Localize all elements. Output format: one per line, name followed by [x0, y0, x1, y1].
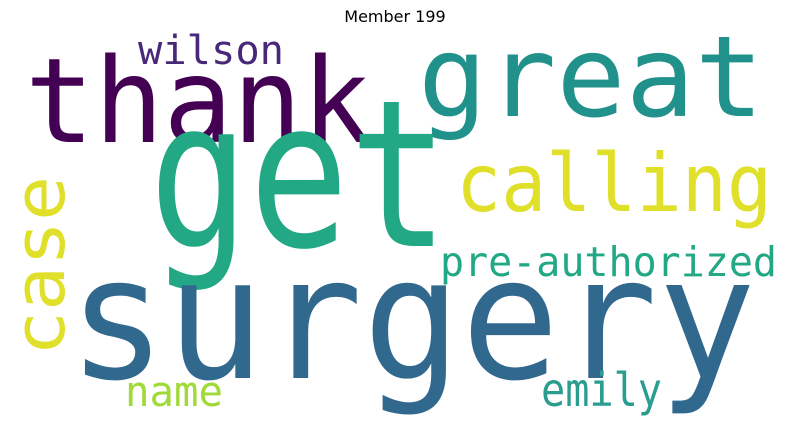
word-surgery: surgery [68, 221, 756, 419]
word-thank: thank [25, 32, 371, 170]
chart-title: Member 199 [344, 7, 446, 26]
word-get: get [149, 57, 449, 295]
word-great: great [418, 13, 764, 143]
word-calling: calling [456, 137, 772, 230]
word-name: name [125, 367, 223, 416]
word-wilson: wilson [138, 28, 284, 74]
word-emily: emily [541, 363, 662, 417]
word-pre-authorized: pre-authorized [440, 238, 777, 286]
word-case: case [0, 176, 81, 356]
